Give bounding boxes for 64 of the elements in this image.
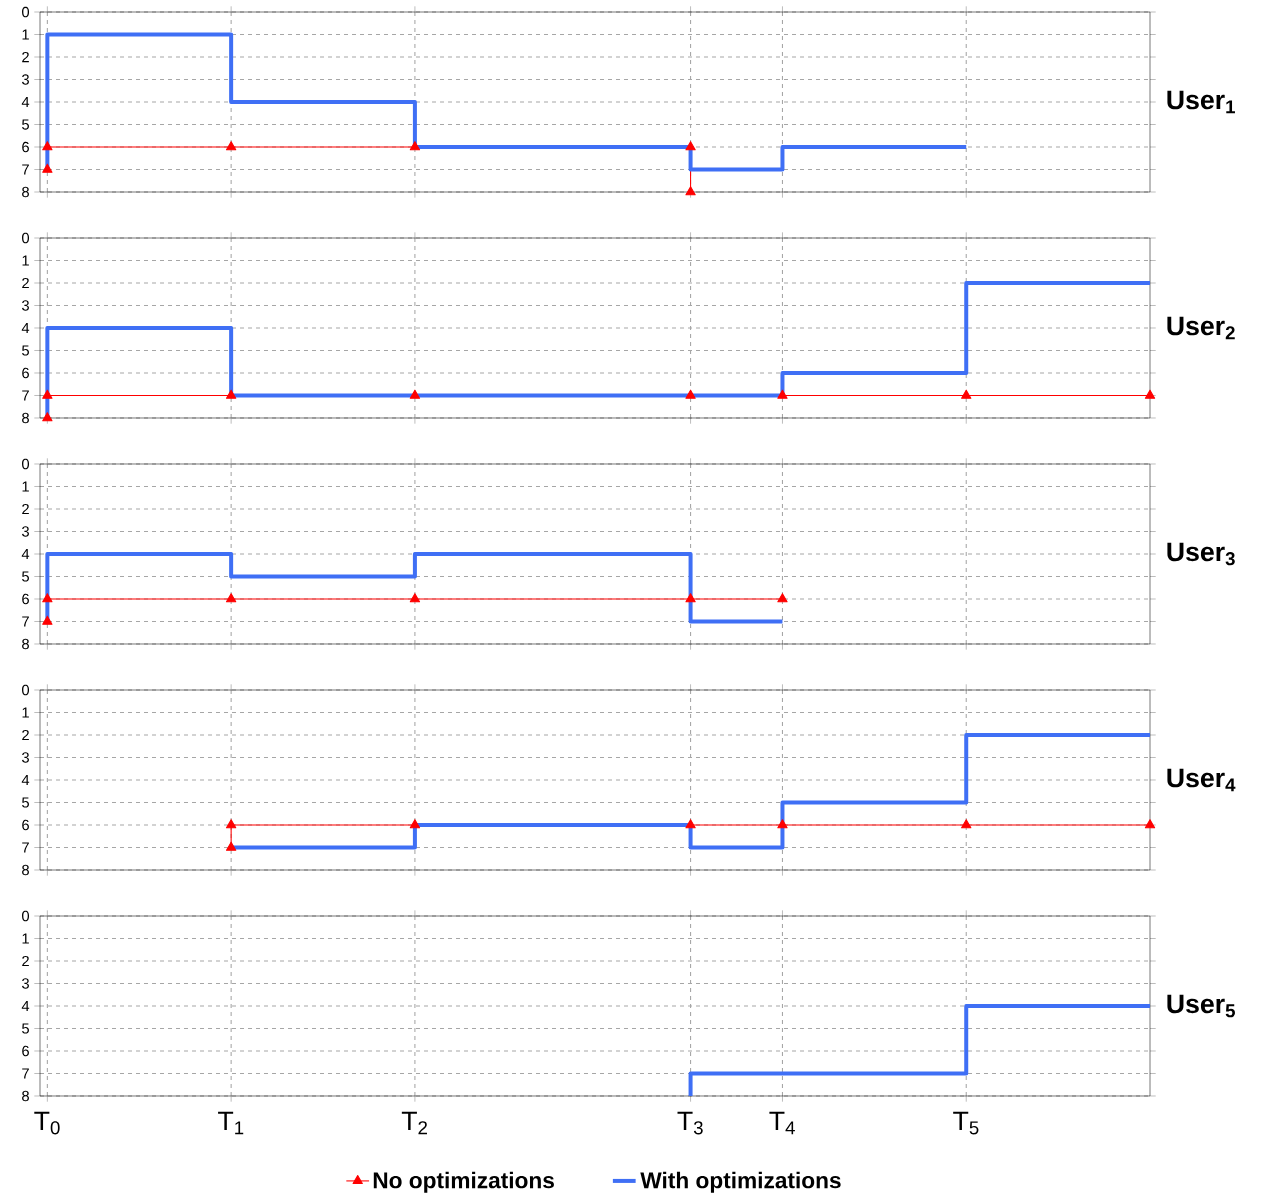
legend-label: No optimizations (373, 1171, 554, 1193)
y-tick-label: 7 (22, 1068, 29, 1079)
y-tick-label: 6 (22, 1045, 29, 1057)
y-tick-label: 2 (22, 277, 29, 289)
point (42, 141, 53, 151)
y-tick-label: 5 (22, 345, 29, 356)
text: User$_{2}$ (1167, 316, 1235, 340)
y-tick-label: 3 (22, 74, 29, 85)
y-tick-label: 4 (21, 322, 30, 334)
x-tick-label: T$_{0}$ (34, 1111, 60, 1135)
y-tick-label: 8 (22, 1090, 29, 1102)
legend-label: With optimizations (640, 1171, 841, 1193)
x-tick-label: T$_{2}$ (401, 1111, 427, 1135)
y-tick-label: 1 (22, 933, 29, 944)
y-tick-label: 3 (22, 978, 29, 989)
y-tick-label: 7 (22, 842, 29, 853)
x-tick-label: T$_{3}$ (677, 1111, 703, 1135)
text: User$_{1}$ (1167, 90, 1235, 114)
y-tick-label: 7 (22, 390, 29, 401)
y-tick-label: 7 (22, 616, 29, 627)
text: User$_{3}$ (1167, 542, 1235, 566)
y-tick-label: 8 (22, 638, 29, 650)
y-tick-label: 4 (21, 548, 30, 560)
point (685, 141, 696, 151)
y-tick-label: 6 (22, 141, 29, 153)
y-tick-label: 6 (22, 367, 29, 379)
y-tick-label: 5 (22, 571, 29, 582)
y-tick-label: 4 (21, 774, 30, 786)
y-tick-label: 4 (21, 1000, 30, 1012)
y-tick-label: 6 (22, 593, 29, 605)
text: User$_{5}$ (1167, 994, 1235, 1018)
y-tick-label: 0 (22, 684, 30, 696)
x-tick-label: T$_{5}$ (953, 1111, 979, 1135)
y-tick-label: 8 (22, 864, 29, 876)
y-tick-label: 2 (22, 503, 29, 515)
point (685, 186, 696, 196)
y-tick-label: 5 (22, 797, 29, 808)
y-tick-label: 4 (21, 96, 30, 108)
y-tick-label: 6 (22, 819, 29, 831)
y-tick-label: 3 (22, 752, 29, 763)
y-tick-label: 1 (22, 255, 29, 266)
text: User$_{4}$ (1167, 768, 1236, 792)
x-tick-label: T$_{1}$ (218, 1111, 244, 1135)
point (225, 141, 237, 151)
y-tick-label: 5 (22, 1023, 29, 1034)
x-tick-label: T$_{4}$ (769, 1111, 795, 1135)
y-tick-label: 0 (22, 910, 30, 922)
y-tick-label: 8 (22, 412, 29, 424)
y-tick-label: 1 (22, 707, 29, 718)
y-tick-label: 1 (22, 29, 29, 40)
y-tick-label: 5 (22, 119, 29, 130)
point (409, 141, 421, 151)
y-tick-label: 0 (22, 232, 30, 244)
y-tick-label: 0 (22, 458, 30, 470)
y-tick-label: 2 (22, 955, 29, 967)
point (42, 163, 53, 173)
y-tick-label: 8 (22, 186, 29, 198)
y-tick-label: 3 (22, 526, 29, 537)
y-tick-label: 3 (22, 300, 29, 311)
y-tick-label: 0 (22, 6, 30, 18)
y-tick-label: 7 (22, 164, 29, 175)
y-tick-label: 1 (22, 481, 29, 492)
y-tick-label: 2 (22, 729, 29, 741)
y-tick-label: 2 (22, 51, 29, 63)
